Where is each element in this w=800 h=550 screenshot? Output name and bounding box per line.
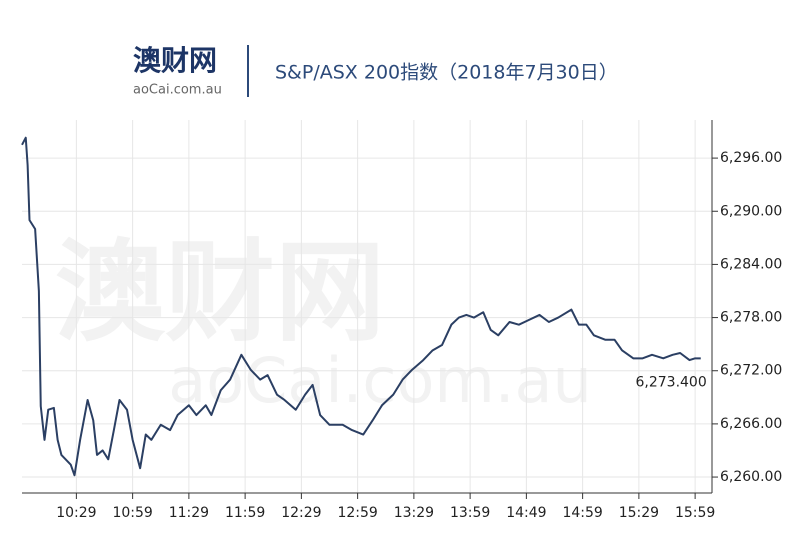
y-tick-label: 6,260.00 (720, 469, 782, 485)
x-tick-label: 12:29 (281, 505, 321, 521)
chart-title: S&P/ASX 200指数（2018年7月30日） (275, 62, 618, 84)
x-tick-label: 10:29 (56, 505, 96, 521)
x-tick-label: 10:59 (112, 505, 152, 521)
x-tick-label: 11:29 (169, 505, 209, 521)
watermark-logo: 澳财网 (55, 228, 385, 356)
x-tick-label: 15:29 (619, 505, 659, 521)
y-tick-label: 6,266.00 (720, 416, 782, 432)
x-tick-label: 13:29 (394, 505, 434, 521)
x-tick-label: 14:59 (562, 505, 602, 521)
y-tick-label: 6,278.00 (720, 310, 782, 326)
y-tick-label: 6,296.00 (720, 150, 782, 166)
x-tick-label: 12:59 (337, 505, 377, 521)
x-tick-label: 14:49 (506, 505, 546, 521)
x-tick-label: 11:59 (225, 505, 265, 521)
plot: 6,260.00 6,266.00 6,272.00 6,278.00 6,284.00… (21, 120, 782, 521)
y-tick-label: 6,284.00 (720, 256, 782, 272)
watermark-sub: aoCai.com.au (168, 344, 592, 417)
logo-sub: aoCai.com.au (133, 83, 222, 98)
y-tick-label: 6,290.00 (720, 203, 782, 219)
x-tick-label: 13:59 (450, 505, 490, 521)
logo: 澳财网 (133, 44, 217, 77)
x-tick-label: 15:59 (675, 505, 715, 521)
line (21, 136, 701, 477)
annotation: 6,273.400 (635, 374, 706, 390)
y-tick-label: 6,272.00 (720, 363, 782, 379)
